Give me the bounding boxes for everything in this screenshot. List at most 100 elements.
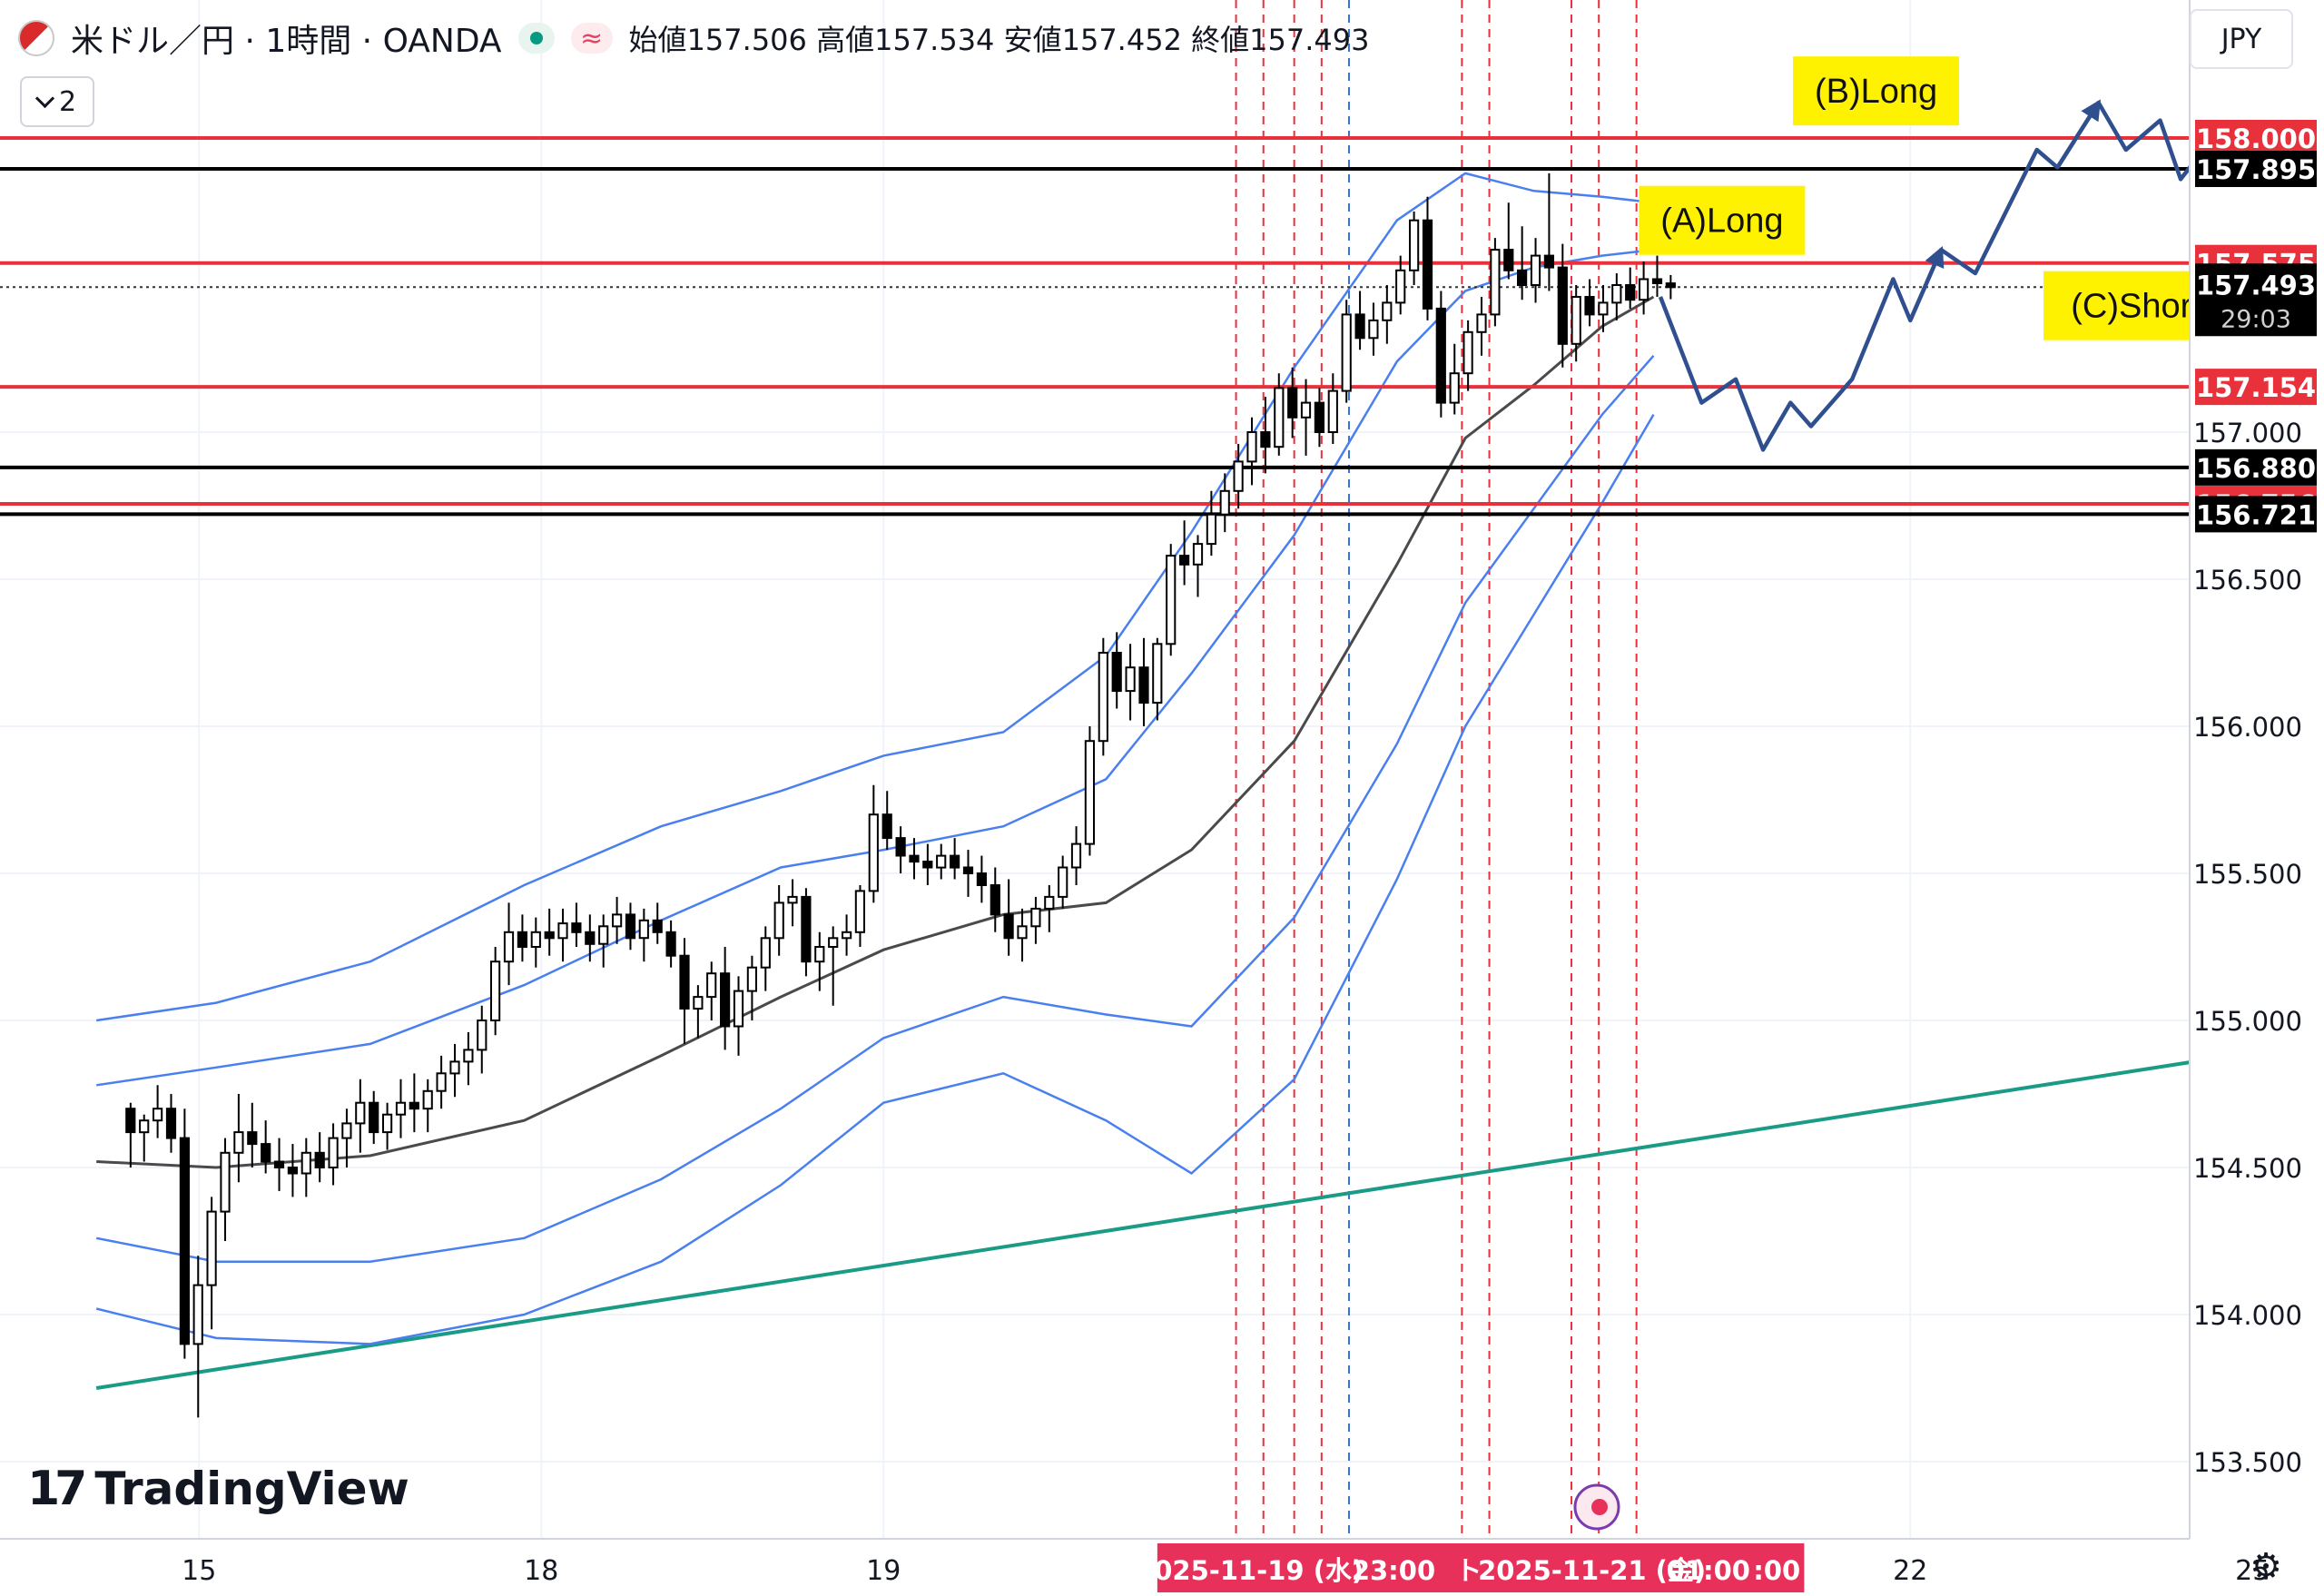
candle-body	[1030, 907, 1041, 928]
close-label: 終値	[1191, 23, 1250, 57]
candle-body	[571, 922, 582, 933]
candle	[895, 826, 906, 873]
candle	[828, 926, 839, 1006]
candle	[1030, 896, 1041, 944]
collapse-indicators-button[interactable]: 2	[20, 76, 94, 127]
candle-body	[463, 1049, 474, 1063]
x-tick-label: 22	[1893, 1555, 1927, 1587]
candle-body	[1341, 313, 1352, 392]
candle	[1368, 302, 1379, 356]
candle	[1584, 279, 1595, 327]
candle-body	[1152, 643, 1163, 704]
candle-body	[300, 1151, 311, 1175]
settings-icon[interactable]: ⚙	[2250, 1546, 2282, 1588]
candle-body	[1287, 387, 1298, 419]
candle-body	[693, 996, 704, 1010]
current-price-tag	[2195, 263, 2317, 337]
x-highlight-label: 2025-11-21 (金)	[1478, 1555, 1706, 1586]
candle-body	[1462, 330, 1473, 375]
candle	[544, 908, 555, 956]
symbol-title[interactable]: 米ドル／円 · 1時間 · OANDA	[71, 23, 502, 60]
currency-label: JPY	[2221, 23, 2262, 55]
candle	[720, 947, 731, 1050]
high-label: 高値	[816, 23, 875, 57]
x-highlight-label: 01:00	[1667, 1555, 1750, 1586]
candle-body	[328, 1137, 339, 1168]
candle-body	[1611, 284, 1622, 304]
candle-body	[1098, 652, 1108, 743]
candle-body	[1300, 401, 1312, 419]
gridlines	[0, 0, 2254, 1539]
candle-body	[842, 931, 852, 940]
candle-body	[314, 1151, 325, 1169]
callout-box	[1639, 185, 1806, 255]
current-price-label: 157.493	[2196, 270, 2316, 300]
candle	[1382, 285, 1393, 344]
candle-body	[1598, 301, 1609, 316]
level-price-tag	[2195, 151, 2317, 188]
candle-body	[261, 1143, 271, 1163]
candle-body	[1044, 895, 1055, 910]
candle-body	[720, 972, 731, 1028]
bollinger-lower-1	[95, 354, 1655, 1263]
currency-button[interactable]: JPY	[2190, 9, 2293, 69]
moving-average	[96, 295, 1655, 1169]
price-axis: 153.500 154.000 154.500 155.000 155.500 156.0…	[2189, 0, 2324, 1596]
candle-body	[1665, 282, 1676, 289]
candle	[625, 902, 636, 951]
candle	[1260, 397, 1271, 474]
candle-body	[976, 872, 988, 886]
candle-body	[1571, 296, 1581, 345]
candle-body	[801, 895, 812, 963]
candle-body	[192, 1284, 203, 1345]
candle	[612, 896, 623, 944]
candle-body	[1543, 254, 1555, 269]
candle	[1179, 520, 1190, 586]
candle	[355, 1079, 366, 1153]
open-value: 157.506	[686, 23, 807, 57]
candle-body	[1111, 652, 1122, 693]
candle	[530, 917, 541, 968]
candle-body	[1557, 266, 1568, 345]
scenario-label: (B)Long	[1815, 73, 1937, 111]
candle	[1058, 855, 1068, 909]
candle-body	[503, 931, 515, 963]
candle-body	[733, 990, 744, 1028]
tradingview-logo[interactable]: 17 TradingView	[27, 1462, 409, 1516]
candle	[1422, 196, 1433, 320]
candle-body	[1625, 284, 1636, 301]
candle	[395, 1079, 407, 1138]
candle-body	[1449, 372, 1460, 404]
candle-body	[165, 1108, 177, 1139]
candle	[1138, 637, 1149, 726]
candle-body	[625, 913, 636, 940]
candle-body	[936, 854, 947, 869]
candle	[665, 920, 676, 968]
candle-body	[638, 919, 649, 940]
candle-body	[1233, 460, 1244, 492]
candle	[192, 1256, 203, 1418]
scenario-callout: (A)Long	[1639, 185, 1806, 255]
x-tick-label: 18	[524, 1555, 558, 1587]
candle-body	[369, 1101, 379, 1134]
candle	[369, 1090, 379, 1145]
candle	[1166, 544, 1177, 656]
candle	[125, 1102, 136, 1167]
candle-body	[436, 1072, 447, 1092]
candle	[787, 879, 798, 927]
candle	[571, 902, 582, 947]
candle	[950, 838, 960, 880]
tradingview-logo-icon: 17	[27, 1462, 87, 1516]
y-tick-label: 156.000	[2193, 712, 2302, 743]
candle	[1206, 490, 1217, 557]
candle-body	[1584, 296, 1595, 316]
candle	[1598, 285, 1609, 332]
candle-body	[1192, 543, 1204, 566]
candle	[233, 1094, 244, 1183]
x-highlight-label: 2025-11-19 (水)	[1136, 1555, 1364, 1586]
candle	[854, 884, 865, 947]
candle-body	[206, 1210, 217, 1286]
candle	[1409, 212, 1420, 285]
scenario-label: (A)Long	[1660, 202, 1783, 241]
